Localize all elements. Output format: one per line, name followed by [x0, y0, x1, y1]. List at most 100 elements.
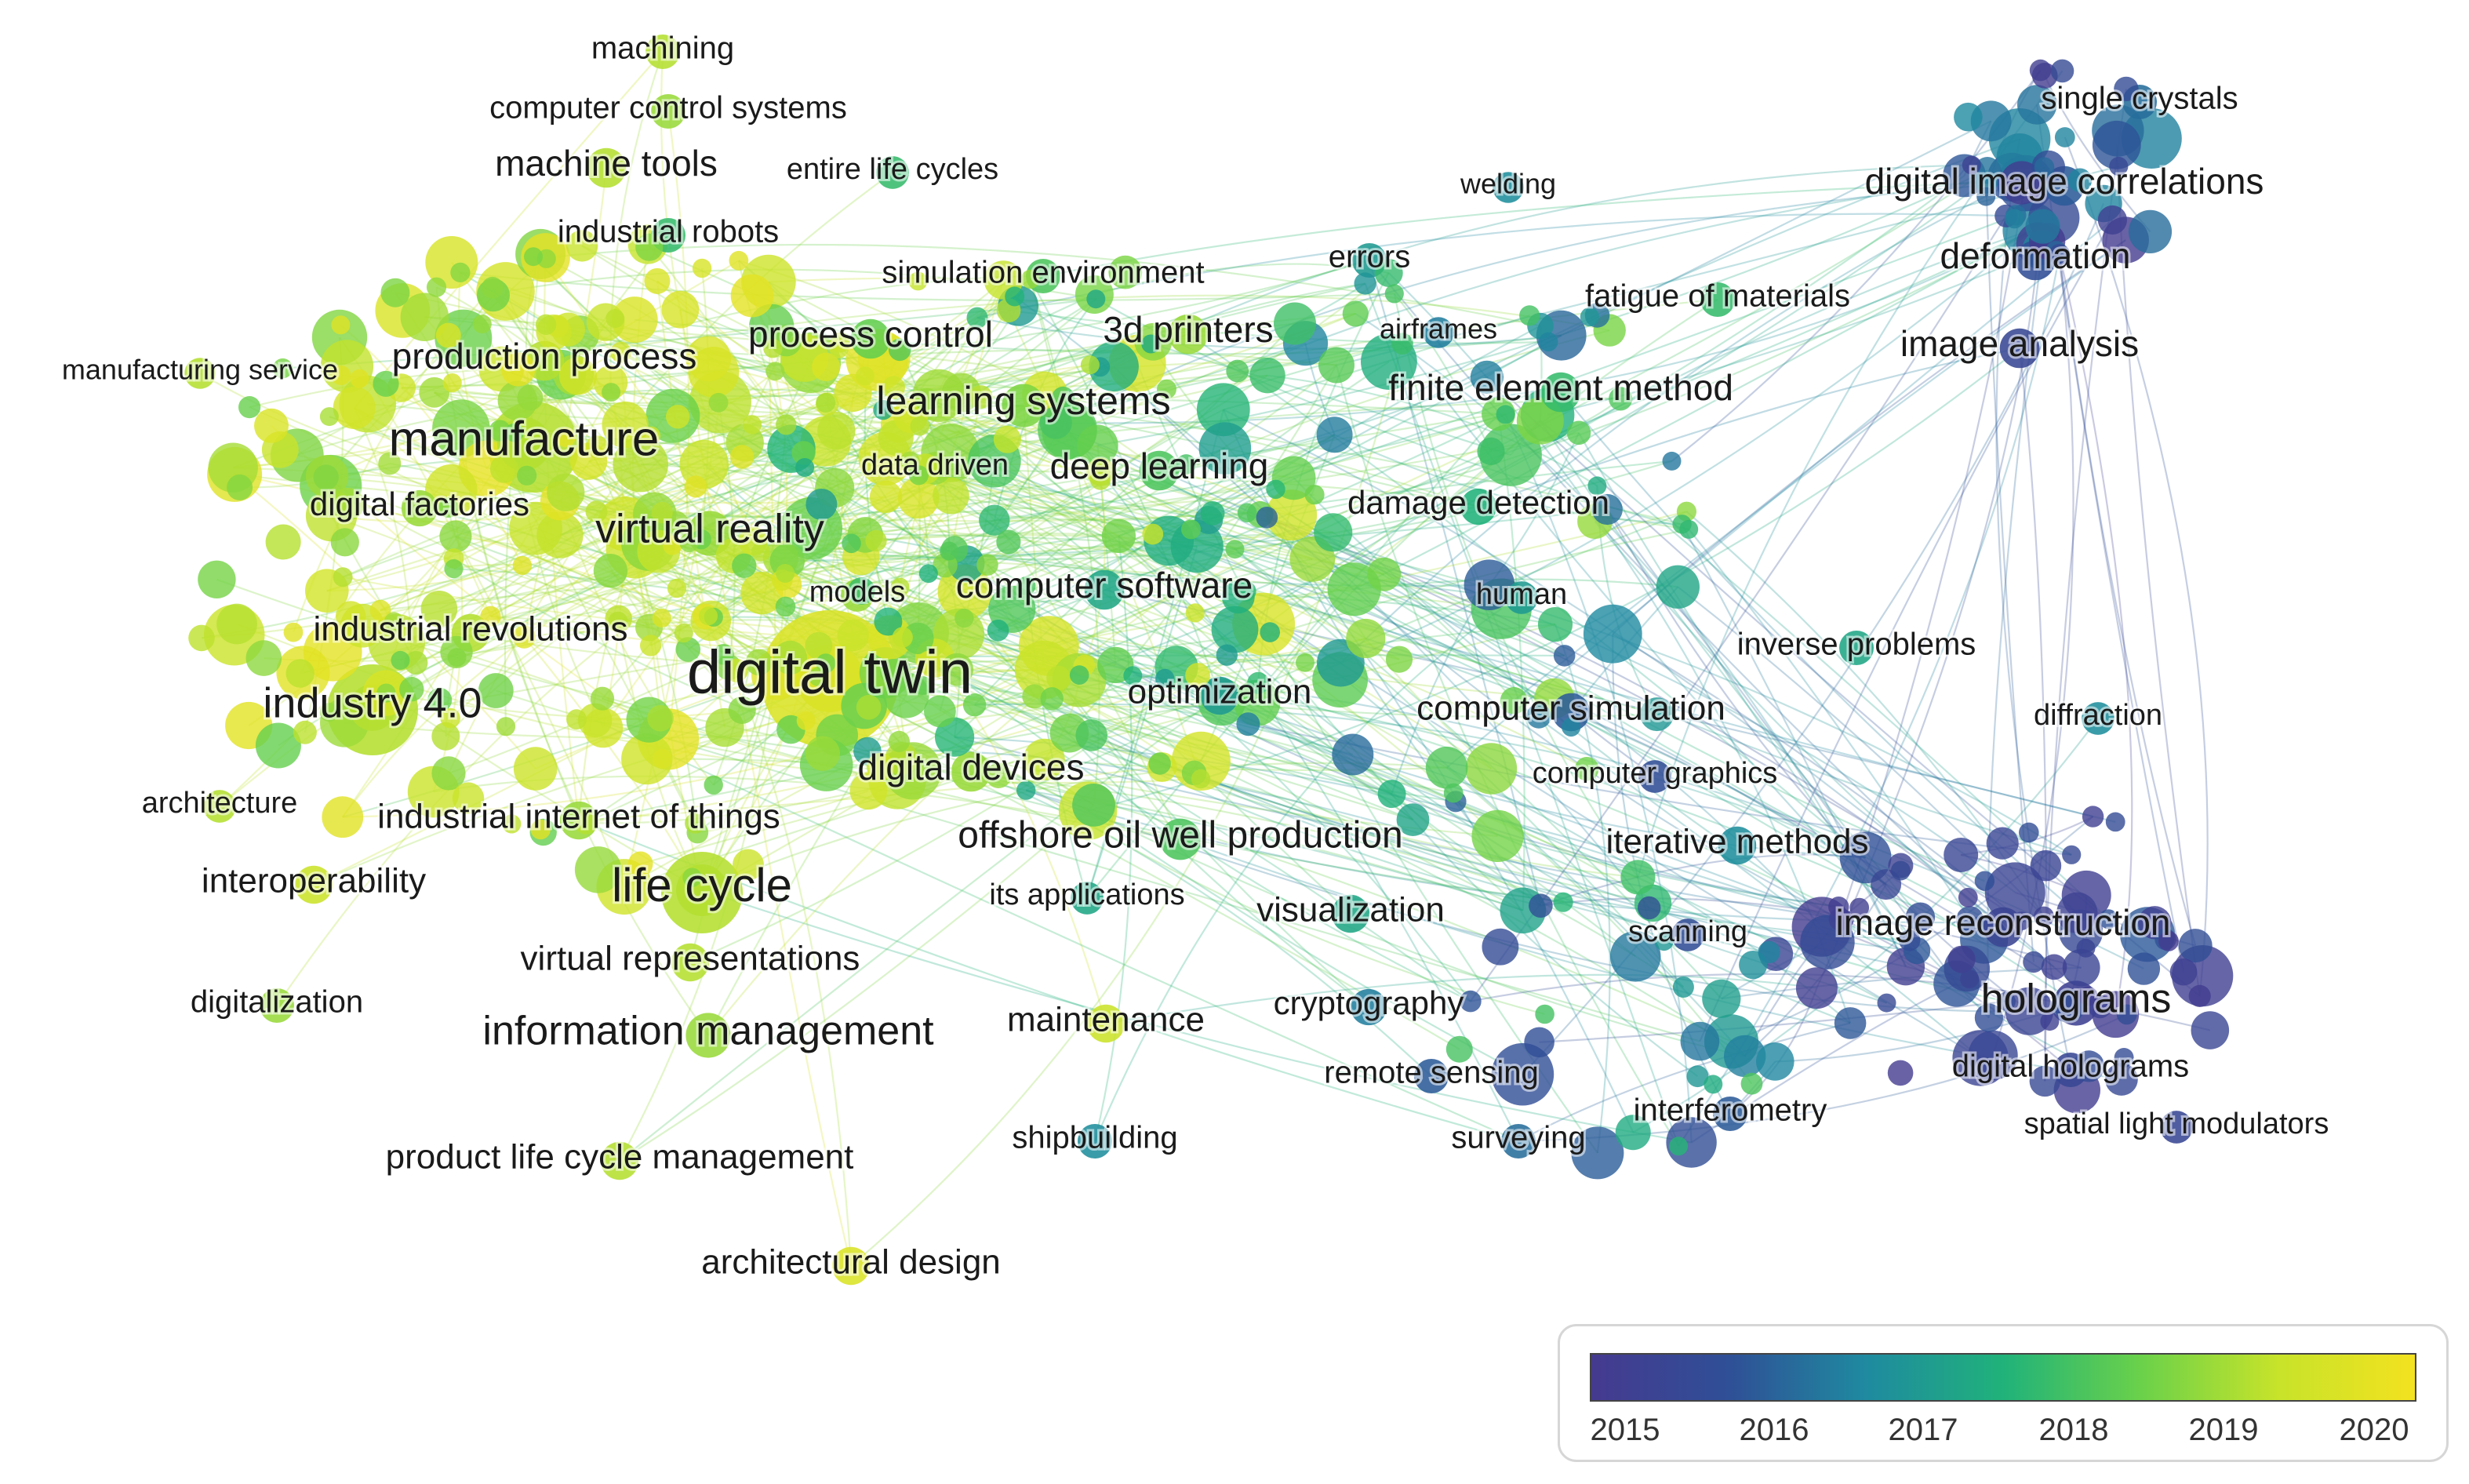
keyword-node[interactable] [1500, 686, 1528, 715]
keyword-node[interactable] [1540, 372, 1581, 413]
keyword-node[interactable] [1944, 838, 1979, 872]
keyword-node[interactable] [708, 392, 729, 413]
keyword-node[interactable] [1089, 469, 1111, 490]
keyword-node[interactable] [530, 819, 551, 840]
keyword-node[interactable] [504, 423, 524, 442]
keyword-node[interactable] [1249, 358, 1285, 394]
keyword-node[interactable] [1078, 1124, 1112, 1158]
keyword-node[interactable] [438, 497, 459, 518]
keyword-node[interactable] [773, 640, 808, 675]
keyword-node[interactable] [489, 420, 511, 442]
keyword-node[interactable] [917, 650, 941, 675]
keyword-node[interactable] [882, 376, 905, 399]
keyword-node[interactable] [1256, 507, 1278, 529]
keyword-node[interactable] [2017, 85, 2057, 125]
keyword-node[interactable] [1470, 360, 1504, 394]
keyword-node[interactable] [1756, 1042, 1794, 1081]
keyword-node[interactable] [602, 383, 621, 402]
keyword-node[interactable] [684, 475, 707, 498]
keyword-node[interactable] [1141, 334, 1161, 354]
keyword-node[interactable] [1571, 1126, 1624, 1180]
keyword-node[interactable] [1350, 988, 1387, 1026]
keyword-node[interactable] [482, 276, 504, 299]
keyword-node[interactable] [935, 717, 975, 757]
keyword-node[interactable] [880, 659, 906, 685]
keyword-node[interactable] [1346, 618, 1386, 659]
keyword-node[interactable] [1274, 302, 1316, 345]
keyword-node[interactable] [1039, 406, 1072, 439]
keyword-node[interactable] [608, 611, 628, 631]
keyword-node[interactable] [805, 631, 833, 660]
keyword-node[interactable] [2114, 1048, 2134, 1068]
keyword-node[interactable] [1740, 1072, 1763, 1095]
keyword-node[interactable] [1108, 255, 1143, 289]
keyword-node[interactable] [1638, 896, 1661, 920]
keyword-node[interactable] [333, 567, 353, 587]
keyword-node[interactable] [556, 427, 576, 448]
keyword-node[interactable] [1551, 693, 1591, 732]
keyword-node[interactable] [1704, 1075, 1723, 1094]
keyword-node[interactable] [369, 599, 391, 621]
keyword-node[interactable] [900, 451, 920, 471]
keyword-node[interactable] [713, 644, 734, 665]
keyword-node[interactable] [724, 658, 748, 682]
keyword-node[interactable] [1181, 519, 1201, 540]
keyword-node[interactable] [198, 560, 236, 598]
keyword-node[interactable] [444, 559, 464, 579]
keyword-node[interactable] [993, 425, 1021, 453]
keyword-node[interactable] [2019, 822, 2039, 843]
keyword-node[interactable] [1482, 928, 1519, 966]
keyword-node[interactable] [535, 314, 557, 335]
keyword-node[interactable] [2105, 1063, 2138, 1096]
keyword-node[interactable] [1609, 387, 1633, 411]
keyword-node[interactable] [831, 1246, 871, 1286]
keyword-node[interactable] [2067, 168, 2093, 193]
keyword-node[interactable] [1443, 783, 1464, 803]
keyword-node[interactable] [283, 622, 304, 642]
keyword-node[interactable] [1986, 827, 2019, 860]
keyword-node[interactable] [1225, 540, 1245, 559]
keyword-node[interactable] [873, 400, 893, 420]
keyword-node[interactable] [1200, 676, 1239, 715]
keyword-node[interactable] [2160, 1111, 2193, 1144]
keyword-node[interactable] [1235, 580, 1256, 602]
keyword-node[interactable] [1414, 1059, 1449, 1093]
keyword-node[interactable] [996, 529, 1021, 555]
keyword-node[interactable] [420, 591, 458, 627]
keyword-node[interactable] [1168, 314, 1209, 355]
keyword-node[interactable] [1976, 187, 1996, 206]
keyword-node[interactable] [399, 677, 424, 702]
keyword-node[interactable] [2034, 157, 2055, 177]
keyword-node[interactable] [293, 720, 317, 744]
keyword-node[interactable] [776, 564, 795, 583]
keyword-node[interactable] [730, 274, 774, 318]
keyword-node[interactable] [745, 649, 773, 676]
keyword-node[interactable] [1157, 379, 1176, 399]
keyword-node[interactable] [1669, 1137, 1689, 1156]
keyword-node[interactable] [2025, 209, 2060, 244]
keyword-node[interactable] [1539, 332, 1558, 351]
keyword-node[interactable] [796, 711, 816, 730]
keyword-node[interactable] [866, 752, 895, 781]
keyword-node[interactable] [1974, 1003, 2003, 1032]
keyword-node[interactable] [1016, 780, 1036, 800]
keyword-node[interactable] [517, 465, 537, 486]
keyword-node[interactable] [1638, 760, 1671, 793]
keyword-node[interactable] [1686, 1065, 1709, 1088]
keyword-node[interactable] [330, 528, 359, 557]
keyword-node[interactable] [1354, 272, 1376, 295]
keyword-node[interactable] [1460, 488, 1497, 526]
keyword-node[interactable] [1758, 940, 1780, 964]
keyword-node[interactable] [1084, 569, 1125, 610]
keyword-node[interactable] [188, 624, 215, 652]
keyword-node[interactable] [1002, 384, 1045, 427]
keyword-node[interactable] [775, 596, 796, 617]
keyword-node[interactable] [791, 441, 816, 465]
keyword-node[interactable] [425, 464, 478, 517]
keyword-node[interactable] [2041, 954, 2067, 980]
keyword-node[interactable] [452, 782, 485, 814]
keyword-node[interactable] [611, 296, 658, 344]
keyword-node[interactable] [1587, 476, 1607, 496]
keyword-node[interactable] [1591, 493, 1623, 526]
keyword-node[interactable] [913, 676, 933, 695]
